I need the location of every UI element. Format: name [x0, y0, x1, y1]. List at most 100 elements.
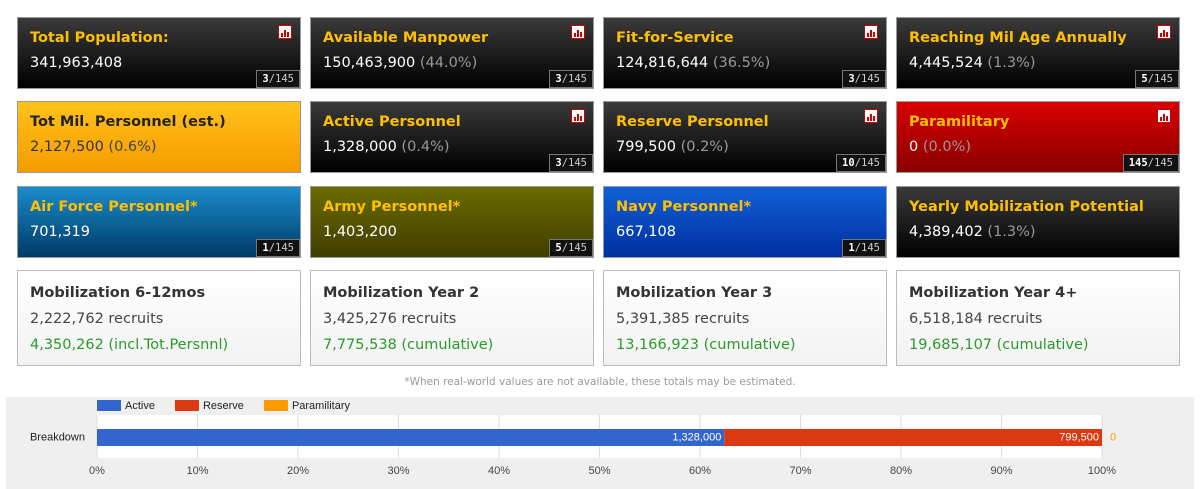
value: 1,403,200 [323, 224, 397, 240]
x-tick-label: 60% [689, 465, 711, 477]
icon-bar [867, 33, 869, 37]
icon-bar [281, 33, 283, 37]
chart-icon [278, 25, 292, 39]
recruits: 2,222,762 recruits [30, 311, 164, 327]
icon-bar [287, 32, 289, 37]
y-tick-label: Breakdown [30, 431, 85, 443]
legend-swatch [174, 400, 199, 411]
value: 0 [909, 139, 919, 155]
percent: (0.6%) [108, 139, 157, 155]
cumulative: 19,685,107 (cumulative) [909, 337, 1089, 353]
rank-badge: 3/145 [549, 154, 593, 172]
rank-total: /145 [561, 73, 587, 85]
x-tick-label: 90% [990, 465, 1012, 477]
percent: (36.5%) [712, 55, 771, 71]
rank-badge: 5/145 [549, 239, 593, 257]
card-value: 4,445,524 (1.3%) [909, 55, 1036, 71]
card-value: 341,963,408 [30, 55, 122, 71]
x-tick-label: 30% [387, 465, 409, 477]
card-value: 150,463,900 (44.0%) [323, 55, 477, 71]
icon-bar [867, 117, 869, 121]
rank-total: /145 [854, 242, 880, 254]
recruits: 6,518,184 recruits [909, 311, 1043, 327]
value: 701,319 [30, 224, 90, 240]
icon-bar [1160, 117, 1162, 121]
percent: (0.2%) [680, 139, 729, 155]
percent: (44.0%) [419, 55, 478, 71]
card-title: Mobilization Year 3 [616, 285, 773, 301]
x-tick-label: 80% [890, 465, 912, 477]
mobilization-card: Mobilization 6-12mos 2,222,762 recruits 4,… [17, 270, 301, 366]
percent: (1.3%) [987, 55, 1036, 71]
mobilization-card: Mobilization Year 3 5,391,385 recruits 13,… [603, 270, 887, 366]
stat-card: Active Personnel 1,328,000 (0.4%) 3/145 [310, 101, 594, 173]
card-value: 667,108 [616, 224, 676, 240]
legend-label: Reserve [203, 400, 244, 412]
legend-swatch [97, 400, 121, 411]
value: 1,328,000 [323, 139, 397, 155]
value: 2,127,500 [30, 139, 104, 155]
rank-total: /145 [1147, 157, 1173, 169]
data-label: 0 [1110, 431, 1116, 443]
icon-bar [580, 116, 582, 121]
stat-card: Paramilitary 0 (0.0%) 145/145 [896, 101, 1180, 173]
chart-icon [571, 109, 585, 123]
rank-total: /145 [854, 157, 880, 169]
rank: 1 [262, 242, 269, 254]
rank-badge: 10/145 [836, 154, 886, 172]
legend-label: Paramilitary [292, 400, 351, 412]
recruits: 3,425,276 recruits [323, 311, 457, 327]
x-tick-label: 0% [89, 465, 105, 477]
icon-bar [873, 32, 875, 37]
rank-total: /145 [268, 73, 294, 85]
card-title: Reserve Personnel [616, 114, 769, 130]
x-tick-label: 10% [186, 465, 208, 477]
card-title: Active Personnel [323, 114, 461, 130]
stat-card: Reserve Personnel 799,500 (0.2%) 10/145 [603, 101, 887, 173]
rank-badge: 3/145 [842, 70, 886, 88]
x-tick-label: 20% [287, 465, 309, 477]
card-value: 1,328,000 (0.4%) [323, 139, 450, 155]
recruits: 5,391,385 recruits [616, 311, 750, 327]
rank: 3 [555, 157, 562, 169]
card-value: 124,816,644 (36.5%) [616, 55, 770, 71]
icon-bar [580, 32, 582, 37]
rank-badge: 5/145 [1135, 70, 1179, 88]
stat-card: Total Population: 341,963,408 3/145 [17, 17, 301, 89]
card-value: 4,389,402 (1.3%) [909, 224, 1036, 240]
rank: 5 [555, 242, 562, 254]
bar-segment [97, 429, 725, 446]
breakdown-chart: 0% 10% 20% 30% 40% 50% 60% 70% 80% 90% 100% Active R… [6, 397, 1194, 489]
percent: (0.0%) [922, 139, 971, 155]
value: 4,445,524 [909, 55, 983, 71]
chart-icon [864, 109, 878, 123]
rank-badge: 3/145 [549, 70, 593, 88]
icon-bar [574, 33, 576, 37]
mobilization-card: Mobilization Year 4+ 6,518,184 recruits 19… [896, 270, 1180, 366]
chart-icon [1157, 25, 1171, 39]
card-title: Mobilization Year 2 [323, 285, 480, 301]
card-title: Mobilization 6-12mos [30, 285, 206, 301]
value: 341,963,408 [30, 55, 123, 71]
icon-bar [577, 30, 579, 37]
legend-swatch [263, 400, 288, 411]
icon-bar [1166, 116, 1168, 121]
rank: 3 [262, 73, 269, 85]
value: 799,500 [616, 139, 676, 155]
bar-segment [724, 429, 1102, 446]
icon-bar [1163, 114, 1165, 121]
stat-card: Air Force Personnel* 701,319 1/145 [17, 186, 301, 258]
chart-icon [571, 25, 585, 39]
value: 150,463,900 [323, 55, 416, 71]
icon-bar [577, 114, 579, 121]
card-title: Mobilization Year 4+ [909, 285, 1078, 301]
stat-card: Navy Personnel* 667,108 1/145 [603, 186, 887, 258]
cumulative: 7,775,538 (cumulative) [323, 337, 494, 353]
card-value: 1,403,200 [323, 224, 397, 240]
rank: 3 [848, 73, 855, 85]
stat-card: Tot Mil. Personnel (est.) 2,127,500 (0.6%… [17, 101, 301, 173]
value: 124,816,644 [616, 55, 709, 71]
chart-icon [1157, 109, 1171, 123]
data-label: 799,500 [1059, 431, 1099, 443]
